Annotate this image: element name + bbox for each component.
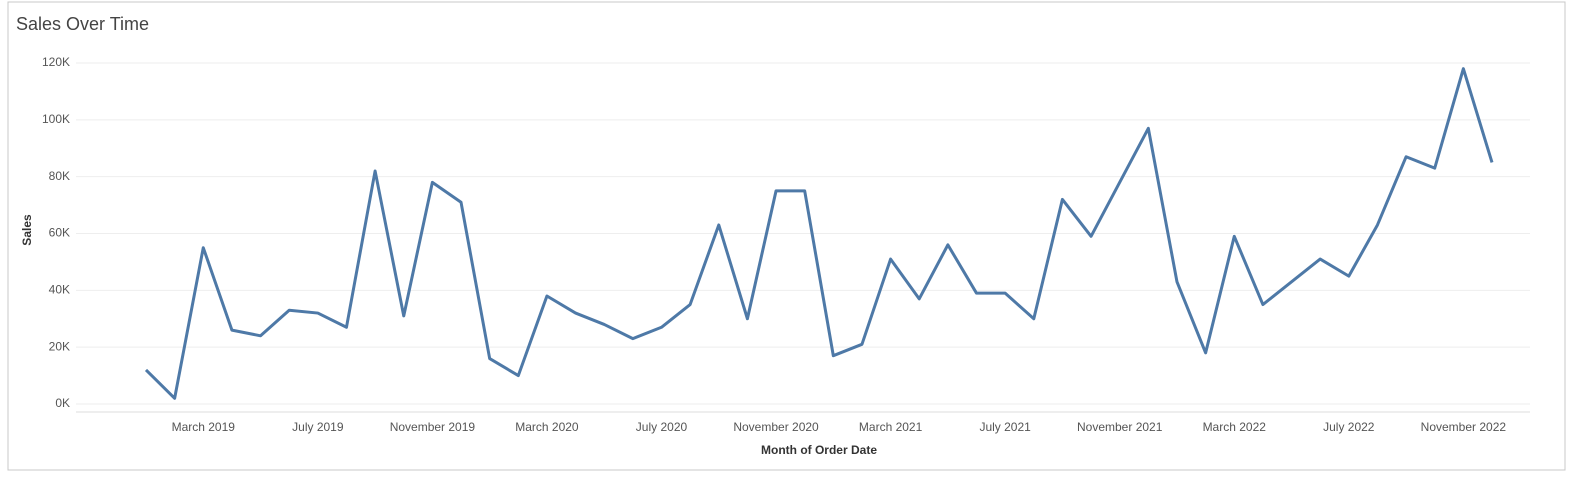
x-tick-label: November 2021	[1077, 420, 1163, 434]
y-tick-label: 40K	[49, 283, 70, 297]
y-tick-label: 60K	[49, 226, 70, 240]
frame	[7, 1, 1566, 471]
x-tick-label: July 2022	[1323, 420, 1375, 434]
x-tick-label: November 2019	[390, 420, 476, 434]
x-tick-label: March 2020	[515, 420, 579, 434]
chart-title: Sales Over Time	[16, 14, 149, 34]
x-axis-title: Month of Order Date	[761, 443, 877, 457]
y-tick-label: 100K	[42, 112, 70, 126]
x-tick-label: July 2020	[636, 420, 688, 434]
line-series	[144, 67, 1494, 400]
y-tick-label: 0K	[55, 396, 70, 410]
x-tick-label: November 2022	[1421, 420, 1507, 434]
x-tick-label: November 2020	[733, 420, 819, 434]
y-tick-label: 80K	[49, 169, 70, 183]
y-tick-label: 120K	[42, 55, 70, 69]
y-axis-title: Sales	[20, 214, 34, 246]
x-tick-label: March 2019	[172, 420, 236, 434]
y-tick-label: 20K	[49, 339, 70, 353]
x-tick-label: March 2021	[859, 420, 923, 434]
x-tick-label: July 2021	[979, 420, 1031, 434]
x-tick-label: March 2022	[1203, 420, 1267, 434]
x-tick-label: July 2019	[292, 420, 344, 434]
